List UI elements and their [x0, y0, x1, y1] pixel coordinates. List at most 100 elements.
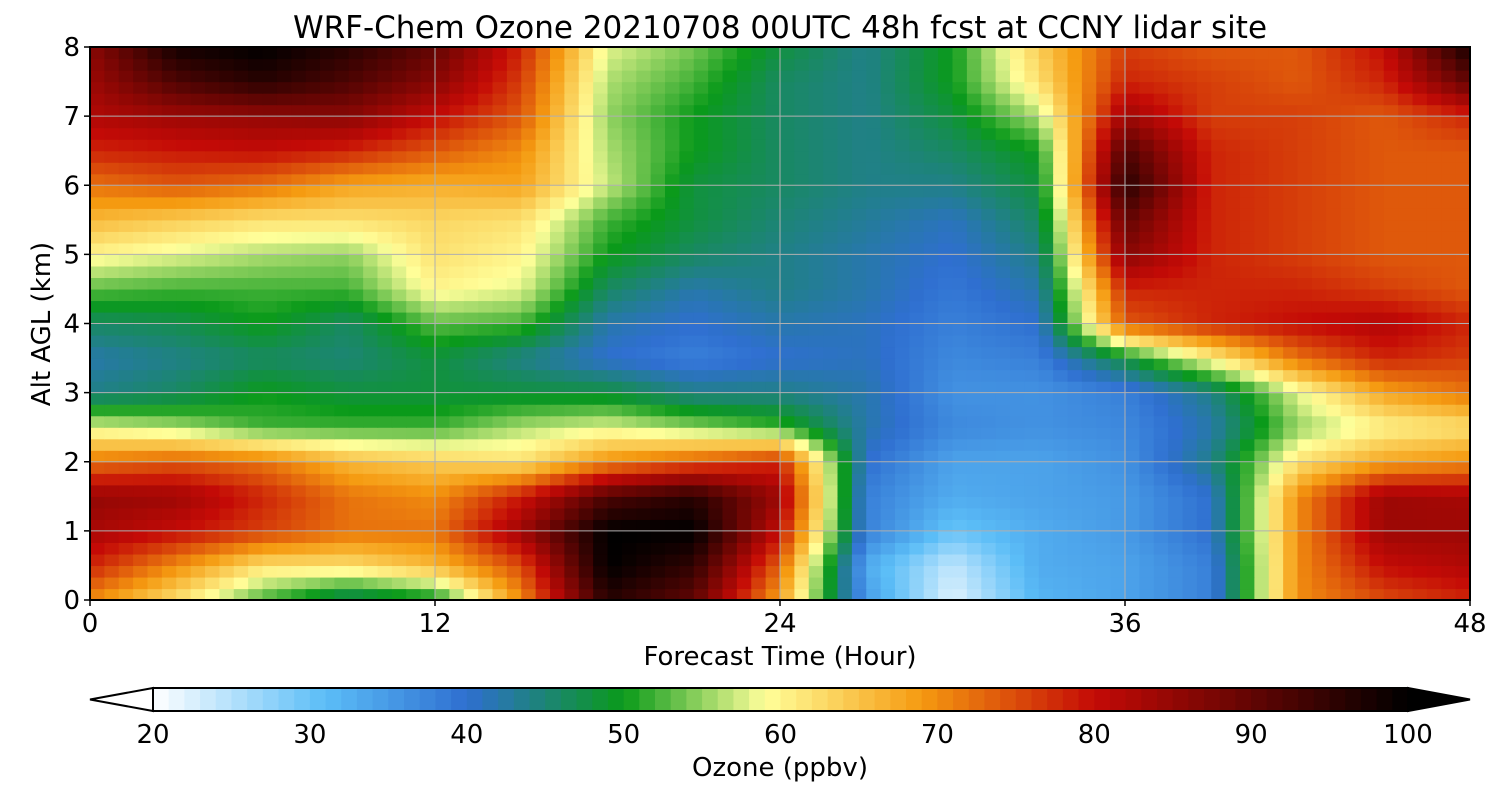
heatmap-cell: [966, 381, 982, 394]
heatmap-cell: [535, 519, 551, 532]
heatmap-cell: [377, 150, 393, 163]
heatmap-cell: [1096, 219, 1112, 232]
heatmap-cell: [1081, 530, 1097, 543]
heatmap-cell: [248, 542, 264, 555]
heatmap-cell: [147, 242, 163, 255]
heatmap-cell: [636, 58, 652, 71]
heatmap-cell: [147, 496, 163, 509]
heatmap-cell: [578, 70, 594, 83]
heatmap-cell: [966, 335, 982, 348]
heatmap-cell: [176, 323, 192, 336]
heatmap-cell: [1383, 47, 1399, 60]
heatmap-cell: [1240, 576, 1255, 590]
heatmap-cell: [248, 58, 264, 71]
heatmap-cell: [449, 576, 465, 590]
heatmap-cell: [952, 473, 968, 486]
heatmap-cell: [1426, 369, 1442, 382]
heatmap-cell: [1225, 450, 1241, 463]
heatmap-cell: [1455, 300, 1470, 313]
heatmap-cell: [449, 461, 465, 474]
heatmap-cell: [478, 173, 494, 186]
heatmap-cell: [435, 185, 450, 198]
heatmap-cell: [334, 427, 350, 440]
heatmap-cell: [147, 473, 163, 486]
heatmap-cell: [291, 335, 307, 348]
heatmap-cell: [1081, 231, 1097, 244]
heatmap-cell: [1369, 496, 1385, 509]
heatmap-cell: [1326, 116, 1342, 129]
heatmap-cell: [478, 404, 494, 417]
heatmap-cell: [550, 323, 565, 336]
heatmap-cell: [837, 116, 853, 129]
heatmap-cell: [593, 150, 609, 163]
heatmap-cell: [1168, 553, 1184, 567]
heatmap-cell: [1110, 507, 1126, 520]
heatmap-cell: [1196, 576, 1212, 590]
heatmap-cell: [478, 265, 494, 279]
heatmap-cell: [550, 484, 565, 497]
heatmap-cell: [1326, 358, 1342, 371]
heatmap-cell: [133, 542, 149, 555]
heatmap-cell: [147, 265, 163, 279]
heatmap-cell: [880, 173, 896, 186]
heatmap-cell: [176, 427, 192, 440]
heatmap-cell: [1038, 104, 1054, 117]
heatmap-cell: [693, 219, 709, 232]
heatmap-cell: [909, 369, 925, 382]
heatmap-cell: [1254, 162, 1270, 175]
heatmap-cell: [147, 484, 163, 497]
heatmap-cell: [1225, 93, 1241, 106]
heatmap-cell: [1038, 507, 1054, 520]
heatmap-cell: [1010, 404, 1025, 417]
heatmap-cell: [1110, 461, 1126, 474]
heatmap-cell: [736, 288, 752, 302]
heatmap-cell: [262, 588, 278, 600]
heatmap-cell: [176, 70, 192, 83]
heatmap-cell: [1283, 484, 1299, 497]
heatmap-cell: [722, 507, 738, 520]
heatmap-cell: [334, 507, 350, 520]
heatmap-cell: [851, 127, 867, 140]
heatmap-cell: [1211, 81, 1227, 94]
heatmap-cell: [650, 404, 666, 417]
heatmap-cell: [363, 473, 379, 486]
heatmap-cell: [1081, 553, 1097, 567]
heatmap-cell: [363, 381, 379, 394]
heatmap-cell: [1139, 162, 1155, 175]
heatmap-cell: [478, 381, 494, 394]
heatmap-cell: [104, 461, 120, 474]
heatmap-cell: [348, 507, 364, 520]
heatmap-cell: [276, 335, 292, 348]
heatmap-cell: [1441, 427, 1457, 440]
heatmap-cell: [406, 219, 422, 232]
heatmap-cell: [348, 450, 364, 463]
heatmap-cell: [320, 277, 335, 290]
heatmap-cell: [1283, 231, 1299, 244]
heatmap-cell: [794, 93, 810, 106]
heatmap-cell: [521, 116, 537, 129]
heatmap-cell: [104, 530, 120, 543]
heatmap-cell: [1225, 277, 1241, 290]
heatmap-cell: [564, 277, 580, 290]
heatmap-cell: [1010, 369, 1025, 382]
heatmap-cell: [305, 323, 321, 336]
heatmap-cell: [823, 254, 839, 267]
heatmap-cell: [449, 415, 465, 428]
heatmap-cell: [1225, 231, 1241, 244]
heatmap-cell: [1283, 369, 1299, 382]
heatmap-cell: [320, 162, 335, 175]
heatmap-cell: [334, 58, 350, 71]
heatmap-cell: [320, 473, 335, 486]
heatmap-cell: [1053, 139, 1069, 152]
heatmap-cell: [377, 277, 393, 290]
heatmap-cell: [1110, 127, 1126, 140]
heatmap-cell: [305, 242, 321, 255]
heatmap-cell: [478, 104, 494, 117]
heatmap-cell: [147, 323, 163, 336]
heatmap-cell: [90, 427, 105, 440]
heatmap-cell: [521, 277, 537, 290]
heatmap-cell: [176, 58, 192, 71]
heatmap-cell: [1369, 219, 1385, 232]
heatmap-cell: [449, 185, 465, 198]
heatmap-cell: [1038, 576, 1054, 590]
